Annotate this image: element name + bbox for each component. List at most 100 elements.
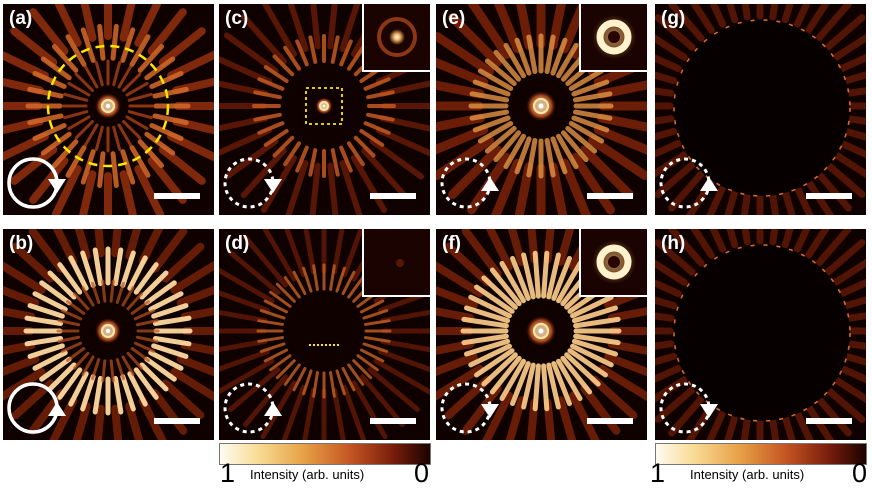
fringe <box>115 358 125 381</box>
fringe <box>560 4 589 54</box>
fringe <box>134 165 165 215</box>
fringe <box>72 402 91 440</box>
circular-polarization-icon <box>440 157 499 209</box>
fringe <box>308 35 318 64</box>
fringe <box>503 42 526 79</box>
fringe <box>490 158 522 215</box>
fringe <box>516 4 534 50</box>
fringe <box>312 264 319 292</box>
fringe <box>139 362 169 392</box>
fringe <box>112 61 122 87</box>
scale-bar <box>154 193 200 199</box>
fringe <box>548 162 568 215</box>
fringe <box>556 42 579 79</box>
fringe <box>152 336 192 347</box>
panel-g: (g) <box>655 4 866 215</box>
fringe <box>117 123 132 147</box>
fringe <box>32 70 67 89</box>
fringe <box>805 229 830 259</box>
fringe <box>580 145 634 199</box>
fringe <box>73 351 90 370</box>
fringe <box>66 300 86 315</box>
fringe <box>24 336 64 347</box>
fringe <box>29 8 69 56</box>
fringe <box>127 110 153 120</box>
fringe <box>845 115 866 125</box>
fringe <box>560 130 589 163</box>
fringe <box>3 341 36 355</box>
dotted-marker <box>305 87 343 125</box>
scale-bar <box>587 418 633 424</box>
fringe <box>655 115 675 125</box>
fringe <box>769 229 779 246</box>
fringe <box>152 113 189 126</box>
fringe <box>29 156 69 204</box>
fringe <box>485 229 513 271</box>
fringe <box>80 374 96 412</box>
fringe <box>341 366 356 392</box>
fringe <box>284 229 306 278</box>
fringe <box>366 90 395 100</box>
fringe <box>805 4 830 34</box>
fringe <box>67 82 91 97</box>
fringe <box>604 353 647 377</box>
fringe <box>546 252 561 300</box>
fringe <box>219 290 271 313</box>
fringe <box>65 145 87 178</box>
panel-a-image <box>3 4 214 215</box>
fringe <box>110 151 119 189</box>
fringe <box>521 252 536 300</box>
fringe <box>51 165 82 215</box>
fringe <box>351 154 387 213</box>
fringe <box>360 374 405 427</box>
scale-bar <box>806 193 852 199</box>
fringe <box>257 319 285 326</box>
fringe <box>570 343 614 368</box>
fringe <box>148 350 184 371</box>
fringe <box>287 4 309 52</box>
fringe <box>655 239 696 276</box>
fringe <box>655 34 688 61</box>
fringe <box>564 352 601 387</box>
fringe <box>352 359 373 380</box>
circular-polarization-icon <box>659 157 718 209</box>
fringe <box>548 4 566 50</box>
fringe <box>832 258 866 286</box>
fringe <box>80 4 97 42</box>
fringe <box>263 348 289 363</box>
fringe <box>32 350 68 371</box>
fringe <box>65 34 87 67</box>
fringe <box>283 276 301 299</box>
fringe <box>514 136 532 175</box>
fringe <box>176 355 214 377</box>
fringe <box>180 341 214 355</box>
fringe <box>109 279 115 303</box>
fringe <box>556 229 575 266</box>
fringe <box>68 255 89 291</box>
fringe <box>556 358 583 402</box>
fringe <box>472 115 511 133</box>
fringe <box>125 115 149 130</box>
fringe <box>551 361 572 407</box>
fringe <box>84 123 99 147</box>
fringe <box>568 121 605 144</box>
circular-polarization-icon <box>223 157 282 209</box>
fringe <box>444 242 492 287</box>
fringe <box>121 355 135 376</box>
panel-h-image <box>655 229 866 440</box>
fringe <box>339 4 361 52</box>
fringe <box>341 270 356 296</box>
fringe <box>436 80 485 99</box>
fringe <box>510 361 531 407</box>
fringe <box>560 355 593 395</box>
fringe <box>541 363 550 412</box>
fringe <box>467 4 512 59</box>
fringe <box>263 299 289 314</box>
fringe <box>121 286 135 307</box>
fringe <box>655 352 678 366</box>
fringe <box>281 384 306 440</box>
fringe <box>543 229 555 264</box>
fringe <box>347 45 365 71</box>
fringe <box>570 294 614 319</box>
fringe <box>81 286 95 307</box>
